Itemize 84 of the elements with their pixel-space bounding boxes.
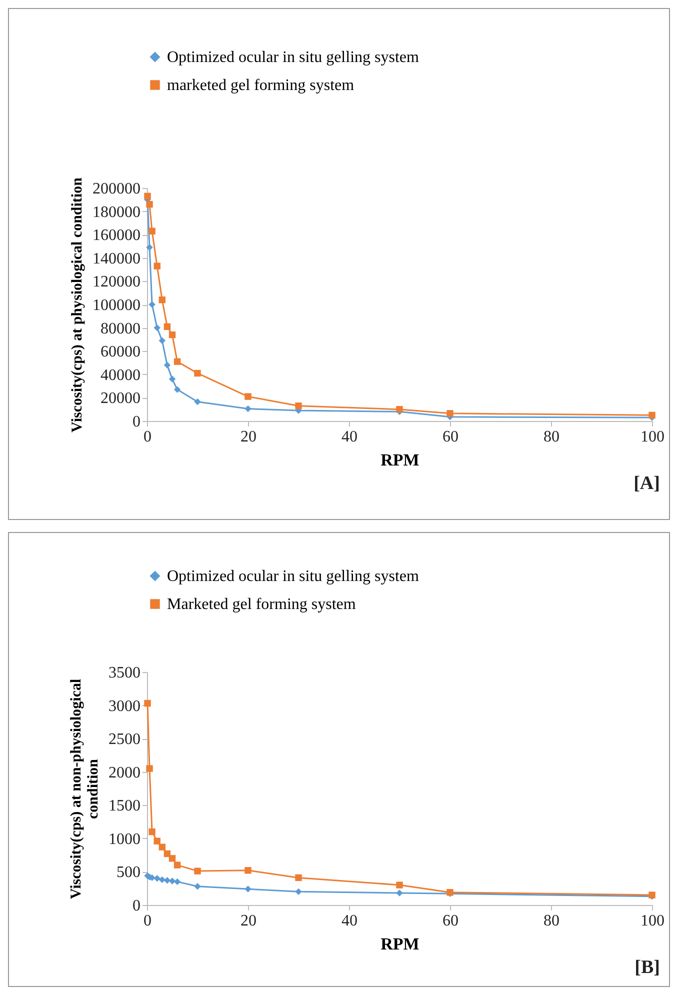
- x-tick-label: 100: [640, 912, 664, 930]
- y-axis-title: Viscosity(cps) at physiological condition: [70, 176, 86, 432]
- text: [B]: [634, 957, 660, 978]
- point: [146, 244, 153, 251]
- legend-label: Optimized ocular in situ gelling system: [167, 49, 420, 66]
- x-tick-label: 60: [442, 912, 458, 930]
- legend-label: Marketed gel forming system: [167, 596, 356, 613]
- x-tick-label: 0: [144, 912, 152, 930]
- point: [194, 370, 201, 377]
- point: [174, 386, 181, 393]
- x-tick-label: 40: [342, 428, 358, 446]
- x-tick-label: 80: [544, 428, 560, 446]
- point: [154, 875, 160, 882]
- point: [244, 867, 252, 874]
- point: [295, 402, 302, 410]
- x-tick-label: 0: [144, 428, 152, 446]
- point: [148, 301, 156, 308]
- point: [194, 883, 201, 890]
- y-tick-label: 0: [132, 898, 140, 914]
- x-tick-label: 40: [342, 912, 358, 930]
- y-axis-title: Viscosity(cps) at non-physiological condition: [68, 678, 102, 900]
- point: [146, 200, 153, 208]
- y-tick-label: 80000: [100, 320, 140, 338]
- point: [194, 868, 201, 874]
- point: [148, 828, 156, 836]
- text: [A]: [634, 473, 660, 494]
- x-tick-label: 80: [544, 912, 560, 930]
- legend-label: Optimized ocular in situ gelling system: [167, 568, 420, 585]
- y-tick-label: 2500: [108, 731, 140, 748]
- point: [446, 410, 454, 417]
- y-tick-label: 1000: [108, 830, 140, 848]
- point: [244, 886, 252, 892]
- point: [194, 398, 201, 406]
- point: [168, 331, 176, 338]
- y-tick-label: 3000: [108, 698, 140, 715]
- point: [396, 406, 403, 413]
- y-tick-label: 40000: [100, 366, 140, 384]
- point: [144, 700, 151, 707]
- x-axis-title: RPM: [380, 450, 420, 470]
- point: [158, 876, 166, 884]
- point: [168, 855, 176, 862]
- point: [295, 888, 302, 896]
- point: [168, 376, 176, 382]
- point: [174, 862, 181, 868]
- y-tick-label: 160000: [92, 227, 140, 244]
- x-tick-label: 60: [442, 428, 458, 446]
- point: [174, 878, 181, 886]
- y-tick-label: 3500: [108, 664, 140, 682]
- point: [146, 765, 153, 772]
- y-tick-label: 100000: [92, 297, 140, 314]
- point: [158, 844, 166, 850]
- point: [168, 878, 176, 884]
- point: [158, 337, 166, 344]
- point: [164, 362, 171, 368]
- point: [158, 296, 166, 304]
- point: [144, 192, 151, 200]
- y-tick-label: 1500: [108, 798, 140, 815]
- y-tick-label: 120000: [92, 274, 140, 291]
- point: [148, 228, 156, 234]
- point: [244, 405, 252, 412]
- y-tick-label: 140000: [92, 250, 140, 268]
- y-tick-label: 200000: [92, 180, 140, 198]
- y-tick-label: 20000: [100, 390, 140, 408]
- y-tick-label: 180000: [92, 204, 140, 221]
- point: [154, 262, 160, 270]
- point: [396, 890, 403, 896]
- point: [396, 882, 403, 888]
- point: [164, 877, 171, 884]
- point: [174, 358, 181, 365]
- y-tick-label: 60000: [100, 344, 140, 361]
- x-tick-label: 20: [240, 912, 256, 930]
- point: [164, 323, 171, 330]
- legend-label: marketed gel forming system: [167, 77, 355, 94]
- point: [154, 838, 160, 844]
- y-tick-label: 500: [116, 864, 140, 882]
- point: [154, 324, 160, 332]
- y-tick-label: 0: [132, 414, 140, 430]
- y-tick-label: 2000: [108, 764, 140, 782]
- point: [648, 412, 656, 419]
- x-axis-title: RPM: [380, 934, 420, 954]
- point: [295, 874, 302, 882]
- x-tick-label: 100: [640, 428, 664, 446]
- point: [244, 393, 252, 400]
- x-tick-label: 20: [240, 428, 256, 446]
